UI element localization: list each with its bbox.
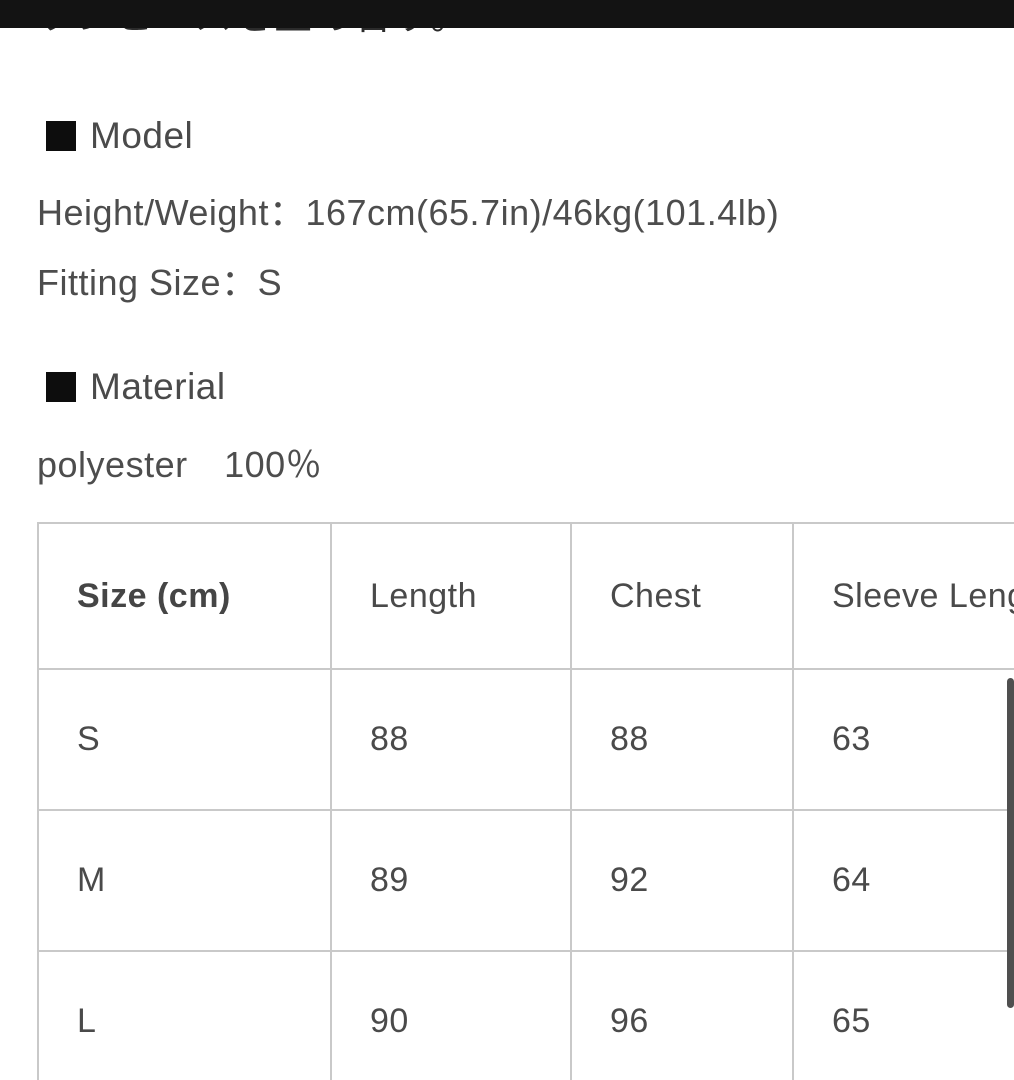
top-black-bar — [0, 0, 1014, 28]
black-square-icon — [46, 372, 76, 402]
sleeve-length-cell: 63 — [792, 668, 1014, 811]
chest-cell: 92 — [570, 809, 794, 952]
chest-cell: 88 — [570, 668, 794, 811]
scrollbar-thumb[interactable] — [1007, 678, 1014, 1008]
length-cell: 90 — [330, 950, 572, 1080]
size-cell: L — [37, 950, 332, 1080]
length-cell: 88 — [330, 668, 572, 811]
size-chart-header-chest: Chest — [570, 522, 794, 670]
material-section-title: Material — [90, 366, 226, 407]
model-height-weight-text: Height/Weight：167cm(65.7in)/46kg(101.4lb… — [37, 192, 780, 233]
size-chart-header-length: Length — [330, 522, 572, 670]
black-square-icon — [46, 121, 76, 151]
size-cell: S — [37, 668, 332, 811]
sleeve-length-cell: 65 — [792, 950, 1014, 1080]
material-section-heading: Material — [46, 366, 226, 408]
table-row: S 88 88 63 — [37, 668, 1014, 811]
sleeve-length-cell: 64 — [792, 809, 1014, 952]
model-section-title: Model — [90, 115, 194, 156]
length-cell: 89 — [330, 809, 572, 952]
size-chart-header-size: Size (cm) — [37, 522, 332, 670]
chest-cell: 96 — [570, 950, 794, 1080]
model-fitting-size-text: Fitting Size：S — [37, 262, 283, 303]
size-chart-header-sleeve-length: Sleeve Length — [792, 522, 1014, 670]
size-chart-table: Size (cm) Length Chest Sleeve Length S 8… — [37, 522, 1014, 1080]
material-composition-text: polyester 100％ — [37, 444, 323, 485]
table-row: L 90 96 65 — [37, 950, 1014, 1080]
model-section-heading: Model — [46, 115, 193, 157]
size-cell: M — [37, 809, 332, 952]
table-row: M 89 92 64 — [37, 809, 1014, 952]
size-chart-header-row: Size (cm) Length Chest Sleeve Length — [37, 522, 1014, 670]
